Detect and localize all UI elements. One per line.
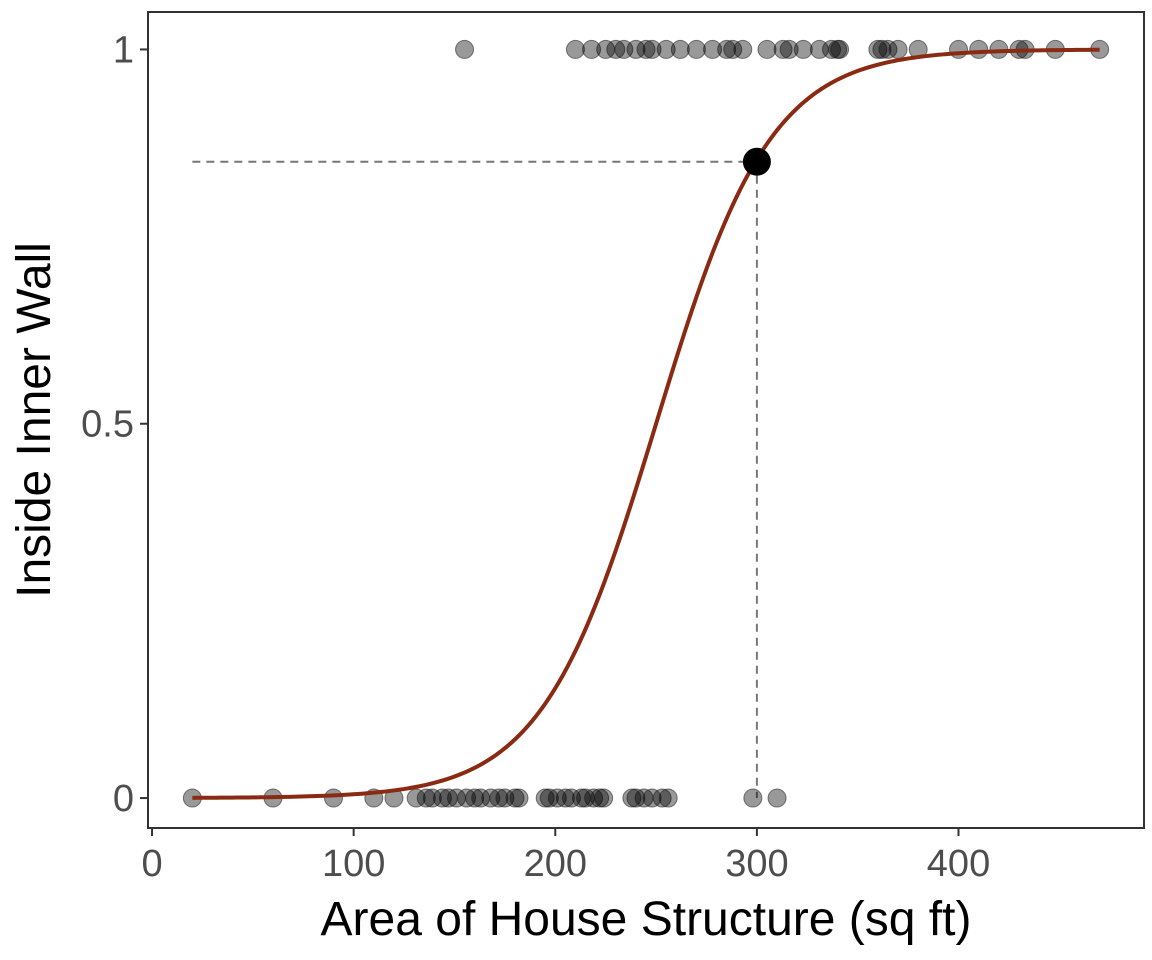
data-point-y0 (323, 788, 343, 808)
data-point-y0 (658, 788, 678, 808)
data-point-y0 (555, 788, 575, 808)
data-point-y1 (656, 39, 676, 59)
data-point-y0 (584, 788, 604, 808)
data-point-y0 (432, 788, 452, 808)
data-point-y0 (465, 788, 485, 808)
data-point-y1 (636, 39, 656, 59)
data-point-y1 (779, 39, 799, 59)
data-point-y0 (406, 788, 426, 808)
data-point-y1 (888, 39, 908, 59)
logistic-fit-line (192, 47, 1100, 800)
plot-panel-border (147, 11, 1145, 829)
data-point-y0 (767, 788, 787, 808)
data-point-y1 (868, 39, 888, 59)
data-point-y0 (422, 788, 442, 808)
x-tick-label: 0 (141, 843, 162, 885)
data-point-y1 (872, 39, 892, 59)
x-axis: 0 100 200 300 400 (141, 828, 990, 885)
data-point-y1 (949, 39, 969, 59)
data-points (182, 39, 1110, 808)
data-point-y0 (416, 788, 436, 808)
data-point-y1 (733, 39, 753, 59)
data-point-y0 (594, 788, 614, 808)
data-point-y1 (773, 39, 793, 59)
data-point-y1 (455, 39, 475, 59)
data-point-y1 (703, 39, 723, 59)
x-tick-label: 400 (927, 843, 990, 885)
data-point-y0 (505, 788, 525, 808)
fitted-curve (192, 47, 1100, 800)
data-point-y0 (743, 788, 763, 808)
data-point-y1 (626, 39, 646, 59)
y-tick-label: 0.5 (81, 404, 134, 446)
data-point-y1 (642, 39, 662, 59)
highlight-point (742, 147, 771, 176)
x-axis-title: Area of House Structure (sq ft) (321, 893, 972, 946)
data-point-y1 (686, 39, 706, 59)
data-point-y1 (878, 39, 898, 59)
data-point-y0 (509, 788, 529, 808)
data-point-y1 (582, 39, 602, 59)
y-axis-title: Inside Inner Wall (8, 242, 61, 598)
y-tick-label: 0 (113, 778, 134, 820)
data-point-y1 (717, 39, 737, 59)
data-point-y0 (547, 788, 567, 808)
data-point-y0 (561, 788, 581, 808)
data-point-y0 (457, 788, 477, 808)
data-point-y0 (626, 788, 646, 808)
data-point-y0 (495, 788, 515, 808)
data-point-y0 (642, 788, 662, 808)
data-point-y0 (489, 788, 509, 808)
data-point-y1 (830, 39, 850, 59)
data-point-y1 (821, 39, 841, 59)
data-point-y0 (590, 788, 610, 808)
data-point-y1 (606, 39, 626, 59)
y-tick-label: 1 (113, 29, 134, 71)
data-point-y1 (757, 39, 777, 59)
data-point-y0 (481, 788, 501, 808)
x-tick-label: 200 (524, 843, 587, 885)
data-point-y1 (565, 39, 585, 59)
highlight-point-group (742, 147, 771, 176)
data-point-y1 (793, 39, 813, 59)
data-point-y1 (723, 39, 743, 59)
data-point-y1 (670, 39, 690, 59)
data-point-y0 (539, 788, 559, 808)
data-point-y0 (652, 788, 672, 808)
x-tick-label: 300 (725, 843, 788, 885)
x-tick-label: 100 (322, 843, 385, 885)
data-point-y1 (969, 39, 989, 59)
y-axis: 00.51 (81, 29, 148, 820)
highlight-guides (192, 160, 758, 799)
